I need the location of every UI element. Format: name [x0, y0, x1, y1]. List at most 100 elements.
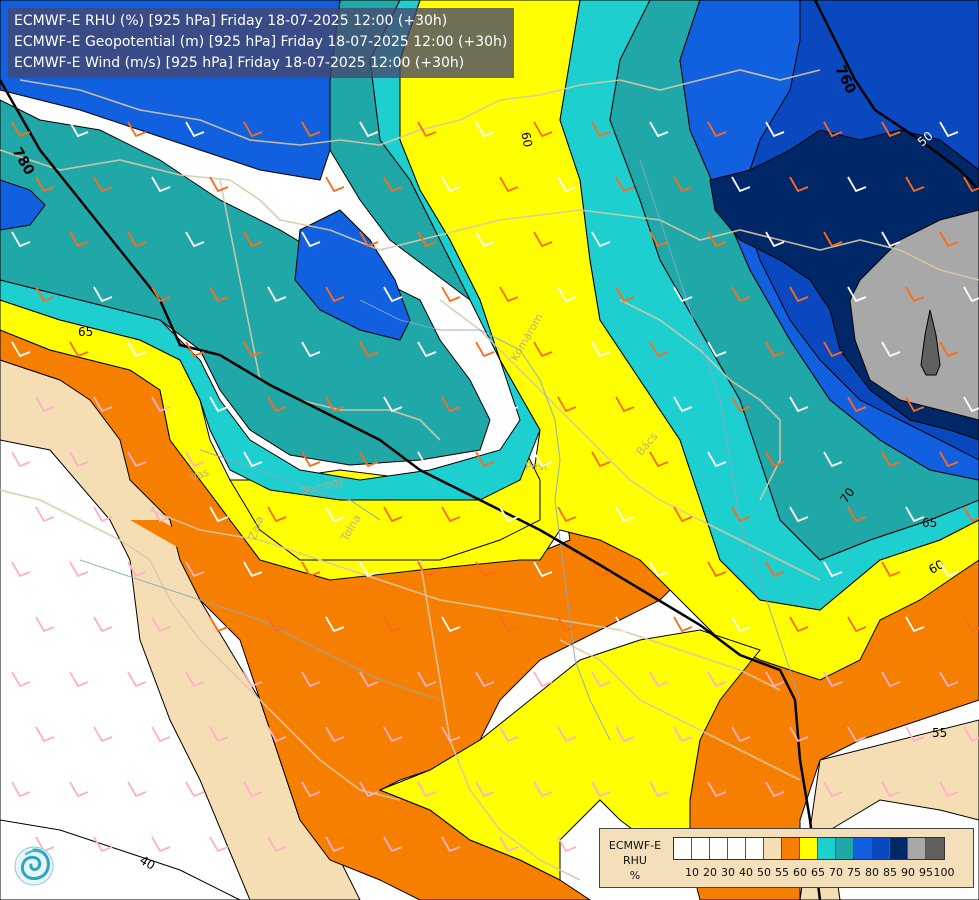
- wind-barb: [649, 341, 669, 358]
- wind-barb: [11, 781, 31, 798]
- wind-barb: [11, 341, 31, 358]
- wind-barb: [881, 231, 901, 248]
- wind-barb: [615, 396, 635, 413]
- wind-barb: [823, 561, 843, 578]
- wind-barbs: [11, 121, 979, 853]
- wind-barb: [649, 781, 669, 798]
- wind-barb: [441, 176, 461, 193]
- wind-barb: [765, 121, 785, 138]
- wind-barb: [789, 176, 809, 193]
- wind-barb: [765, 231, 785, 248]
- wind-barb: [325, 726, 345, 743]
- legend-title-unit: %: [629, 869, 641, 882]
- wind-barb: [707, 451, 727, 468]
- wind-barb: [499, 616, 519, 633]
- legend-title: ECMWF-E RHU %: [604, 838, 666, 883]
- wind-barb: [591, 341, 611, 358]
- wind-barb: [847, 616, 867, 633]
- wind-barb: [383, 396, 403, 413]
- title-line-geopotential: ECMWF-E Geopotential (m) [925 hPa] Frida…: [14, 34, 508, 50]
- legend-swatch: [674, 838, 692, 859]
- wind-barb: [35, 286, 55, 303]
- wind-barb: [557, 726, 577, 743]
- wind-barb: [383, 616, 403, 633]
- wind-barb: [417, 561, 437, 578]
- wind-barb: [93, 176, 113, 193]
- wind-barb: [939, 451, 959, 468]
- wind-barb: [591, 121, 611, 138]
- contour-label-55-east: 55: [932, 726, 947, 740]
- wind-barb: [591, 781, 611, 798]
- wind-barb: [939, 341, 959, 358]
- wind-barb: [359, 781, 379, 798]
- wind-barb: [359, 121, 379, 138]
- wind-barb: [267, 286, 287, 303]
- wind-barb: [383, 506, 403, 523]
- wind-barb: [789, 396, 809, 413]
- legend-swatch: [800, 838, 818, 859]
- wind-barb: [243, 781, 263, 798]
- wind-barb: [881, 121, 901, 138]
- legend-swatch: [926, 838, 944, 859]
- wind-barb: [301, 231, 321, 248]
- wind-barb: [301, 671, 321, 688]
- wind-barb: [243, 561, 263, 578]
- legend-tick-label: 55: [775, 866, 789, 879]
- wind-barb: [707, 121, 727, 138]
- wind-barb: [475, 121, 495, 138]
- wind-barb: [151, 506, 171, 523]
- wind-barb: [707, 561, 727, 578]
- wind-barb: [649, 451, 669, 468]
- wind-barb: [267, 396, 287, 413]
- wind-barb: [93, 836, 113, 853]
- wind-barb: [905, 176, 925, 193]
- contour-labels: 65 60 70 65 60 55 50 40: [78, 129, 947, 873]
- wind-barb: [707, 231, 727, 248]
- wind-barb: [847, 506, 867, 523]
- wind-barb: [475, 561, 495, 578]
- wind-barb: [69, 781, 89, 798]
- wind-barb: [209, 286, 229, 303]
- wind-barb: [939, 781, 959, 798]
- wind-barb: [325, 836, 345, 853]
- wind-barb: [127, 671, 147, 688]
- wind-barb: [731, 726, 751, 743]
- rhu-75-80-area-center: [294, 209, 411, 341]
- wind-barb: [499, 286, 519, 303]
- wind-barb: [823, 231, 843, 248]
- legend-swatch: [818, 838, 836, 859]
- contour-label-60-north: 60: [518, 131, 534, 148]
- contour-label-60-east: 60: [926, 557, 946, 577]
- wind-barb: [69, 671, 89, 688]
- wind-barb: [765, 781, 785, 798]
- wind-barb: [151, 726, 171, 743]
- wind-barb: [185, 561, 205, 578]
- wind-barb: [847, 286, 867, 303]
- wind-barb: [243, 671, 263, 688]
- wind-barb: [765, 671, 785, 688]
- wind-barb: [383, 726, 403, 743]
- wind-barb: [359, 341, 379, 358]
- wind-barb: [151, 616, 171, 633]
- legend-swatch: [872, 838, 890, 859]
- wind-barb: [11, 231, 31, 248]
- legend-tick-label: 65: [811, 866, 825, 879]
- wind-barb: [499, 176, 519, 193]
- wind-barb: [267, 836, 287, 853]
- wind-barb: [185, 231, 205, 248]
- rhu-75-80-area-w: [0, 179, 46, 231]
- wind-barb: [185, 781, 205, 798]
- legend-swatch: [782, 838, 800, 859]
- wind-barb: [209, 506, 229, 523]
- wind-barb: [731, 396, 751, 413]
- wind-barb: [243, 121, 263, 138]
- legend-swatch: [710, 838, 728, 859]
- rhu-90-95-area: [849, 209, 979, 421]
- contour-label-40-sw: 40: [137, 853, 157, 873]
- wind-barb: [185, 341, 205, 358]
- wind-barb: [359, 451, 379, 468]
- wind-barb: [499, 836, 519, 853]
- wind-barb: [823, 781, 843, 798]
- wind-barb: [383, 836, 403, 853]
- wind-barb: [731, 176, 751, 193]
